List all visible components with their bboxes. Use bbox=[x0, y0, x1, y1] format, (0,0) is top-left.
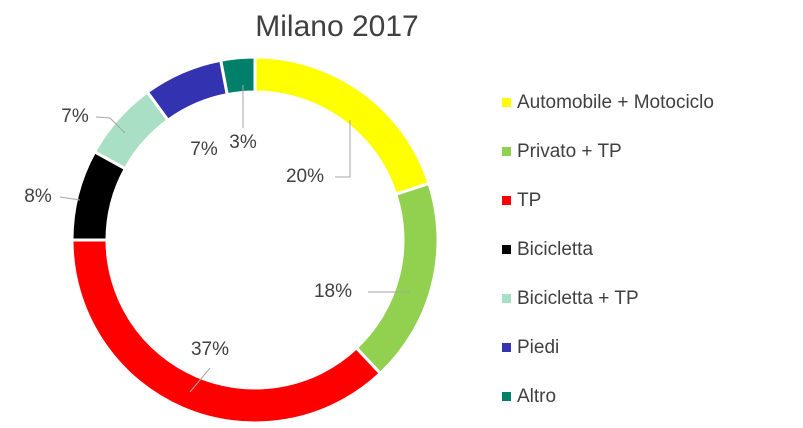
legend-swatch bbox=[502, 343, 511, 352]
legend-swatch bbox=[502, 392, 511, 401]
legend-label: Piedi bbox=[517, 337, 559, 358]
legend-swatch bbox=[502, 98, 511, 107]
legend-swatch bbox=[502, 245, 511, 254]
legend-label: TP bbox=[517, 190, 541, 211]
legend-label: Bicicletta + TP bbox=[517, 288, 639, 309]
data-label: 7% bbox=[61, 106, 89, 127]
leader-line bbox=[335, 120, 351, 178]
slice bbox=[70, 238, 383, 425]
leader-line bbox=[189, 367, 211, 393]
legend-swatch bbox=[502, 196, 511, 205]
legend-swatch bbox=[502, 294, 511, 303]
chart-title: Milano 2017 bbox=[255, 10, 418, 43]
data-label: 37% bbox=[191, 339, 229, 360]
slice bbox=[253, 55, 431, 197]
legend-label: Altro bbox=[517, 386, 556, 407]
leader-line bbox=[95, 116, 126, 134]
data-label: 3% bbox=[229, 132, 257, 153]
data-label: 7% bbox=[190, 139, 218, 160]
legend-label: Automobile + Motociclo bbox=[517, 92, 714, 113]
slice bbox=[218, 55, 257, 97]
legend-label: Bicicletta bbox=[517, 239, 593, 260]
data-label: 20% bbox=[286, 166, 324, 187]
slice bbox=[354, 181, 440, 376]
data-label: 18% bbox=[314, 281, 352, 302]
legend-swatch bbox=[502, 147, 511, 156]
leader-line bbox=[59, 196, 81, 201]
data-label: 8% bbox=[24, 186, 52, 207]
legend-label: Privato + TP bbox=[517, 141, 622, 162]
